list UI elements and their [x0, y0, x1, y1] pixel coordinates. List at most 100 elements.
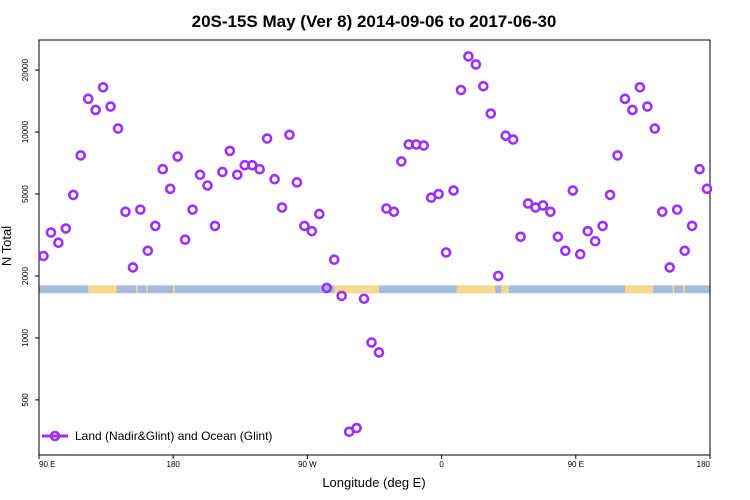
data-point — [694, 163, 705, 175]
data-point — [485, 108, 497, 119]
x-tick-label: 90 E — [39, 460, 55, 469]
data-point — [45, 227, 57, 238]
data-point — [679, 245, 690, 257]
data-point — [642, 101, 653, 112]
data-point — [545, 206, 556, 218]
data-point — [82, 93, 94, 105]
data-point — [507, 134, 519, 145]
data-point — [38, 250, 49, 262]
data-point — [433, 188, 444, 200]
data-point — [463, 51, 474, 62]
data-point — [671, 204, 683, 215]
data-point — [232, 169, 243, 181]
y-tick-label: 5000 — [21, 185, 30, 203]
land-band-segment — [672, 285, 675, 294]
data-point — [396, 156, 407, 167]
data-point — [112, 123, 124, 134]
legend: Land (Nadir&Glint) and Ocean (Glint) — [42, 429, 272, 443]
data-point — [60, 223, 72, 234]
data-point — [150, 220, 161, 232]
data-point — [53, 237, 64, 249]
data-point — [619, 93, 631, 105]
land-band-segment — [88, 285, 117, 294]
data-point — [418, 140, 430, 151]
land-band-segment — [501, 285, 509, 294]
data-points — [38, 51, 713, 438]
data-point — [358, 293, 370, 305]
data-point — [276, 202, 288, 213]
data-point — [582, 225, 594, 237]
legend-marker — [49, 430, 61, 442]
data-point — [105, 101, 116, 112]
data-point — [448, 185, 459, 196]
data-point — [179, 234, 191, 246]
y-tick-label: 1000 — [21, 328, 30, 346]
data-point — [478, 80, 489, 92]
data-point — [157, 163, 169, 175]
data-point — [492, 270, 504, 282]
x-tick-label: 180 — [697, 460, 711, 469]
data-point — [209, 220, 221, 232]
data-point — [470, 59, 482, 70]
data-point — [90, 104, 101, 116]
data-point — [67, 189, 79, 201]
data-point — [649, 123, 661, 134]
data-point — [567, 185, 579, 196]
land-band-segment — [146, 285, 148, 294]
data-point — [254, 163, 265, 175]
data-point — [366, 337, 377, 348]
x-tick-label: 180 — [167, 460, 181, 469]
data-point — [589, 235, 601, 247]
land-band-segment — [173, 285, 175, 294]
plot-frame — [38, 39, 711, 456]
data-point — [127, 262, 139, 273]
y-tick-label: 2000 — [21, 267, 30, 285]
land-band-segment — [625, 285, 654, 294]
data-point — [314, 208, 325, 220]
data-point — [656, 206, 668, 218]
legend-label: Land (Nadir&Glint) and Ocean (Glint) — [75, 429, 272, 443]
data-point — [373, 347, 385, 358]
data-point — [522, 198, 534, 209]
axis-ticks: 90 E 180 90 W 0 90 E 180 500 1000 2000 5000 10000 2… — [21, 58, 711, 469]
data-point — [321, 282, 333, 294]
data-point — [552, 231, 564, 243]
data-point — [120, 206, 131, 218]
x-axis-label: Longitude (deg E) — [322, 475, 425, 490]
land-band-segment — [334, 285, 379, 294]
data-point — [75, 150, 87, 161]
land-band-segment — [135, 285, 138, 294]
x-tick-label: 90 W — [298, 460, 317, 469]
data-point — [597, 220, 608, 232]
land-ocean-band — [39, 285, 710, 294]
data-point — [299, 220, 310, 232]
data-point — [388, 206, 400, 218]
data-point — [537, 200, 549, 211]
data-point — [217, 166, 228, 178]
data-point — [336, 290, 347, 302]
data-point — [97, 81, 109, 93]
data-point — [187, 204, 198, 215]
data-point — [306, 225, 318, 237]
data-point — [440, 247, 452, 258]
y-tick-label: 10000 — [21, 120, 30, 143]
data-point — [574, 248, 586, 260]
data-point — [686, 220, 698, 232]
data-point — [224, 145, 236, 157]
x-tick-label: 90 E — [568, 460, 584, 469]
land-band-segment — [683, 285, 685, 294]
data-point — [261, 133, 273, 144]
data-point — [291, 177, 303, 188]
data-point — [202, 180, 213, 191]
land-band-segment — [456, 285, 496, 294]
data-point — [194, 169, 206, 181]
y-tick-label: 20000 — [21, 58, 30, 81]
data-point — [142, 245, 154, 257]
data-point — [351, 422, 362, 434]
chart-title: 20S-15S May (Ver 8) 2014-09-06 to 2017-0… — [192, 12, 557, 31]
data-point — [664, 262, 676, 273]
data-point — [164, 183, 176, 195]
y-axis-label: N Total — [0, 226, 14, 266]
data-point — [701, 183, 713, 195]
